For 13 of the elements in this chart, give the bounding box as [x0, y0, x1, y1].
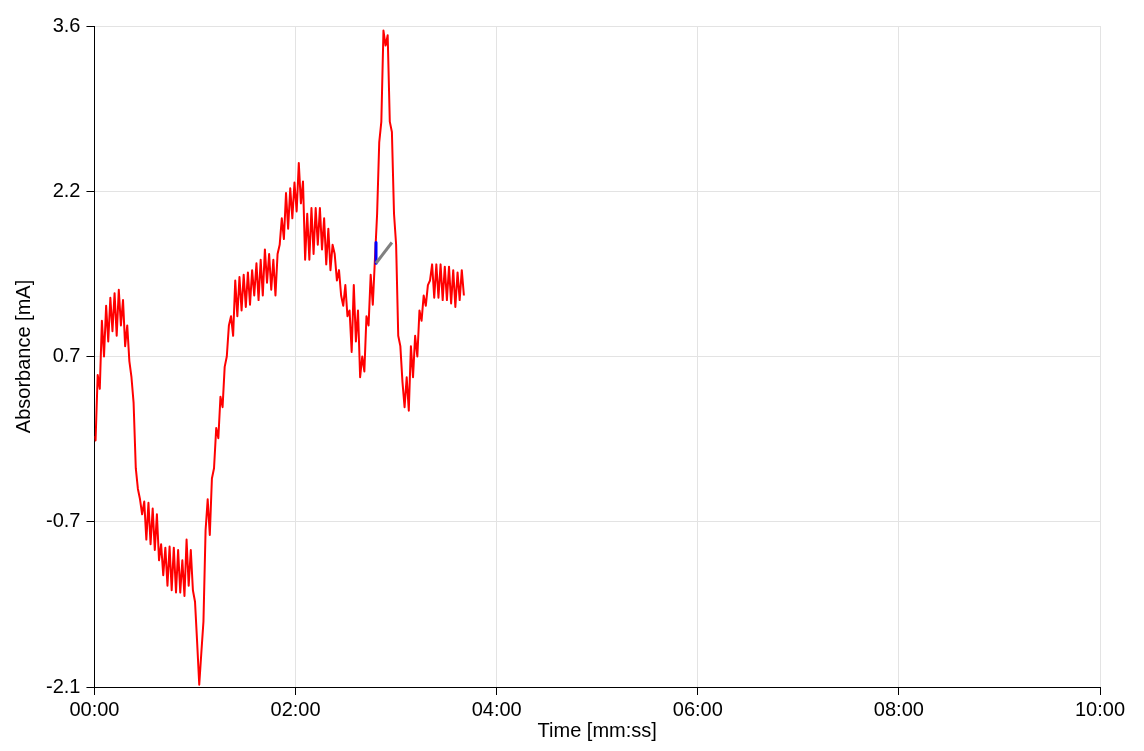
y-tick-label: -2.1 [45, 674, 81, 697]
y-tick-label: 3.6 [52, 13, 81, 36]
x-tick-label: 00:00 [69, 697, 120, 720]
x-axis-title: Time [mm:ss] [537, 718, 657, 741]
x-tick-label: 02:00 [270, 697, 321, 720]
x-tick-label: 10:00 [1074, 697, 1126, 720]
x-tick-label: 06:00 [672, 697, 723, 720]
y-axis-title: Absorbance [mA] [11, 279, 34, 434]
x-tick-label: 08:00 [873, 697, 924, 720]
y-tick-label: -0.7 [45, 509, 81, 532]
y-tick-label: 2.2 [52, 178, 81, 201]
x-tick-label: 04:00 [471, 697, 522, 720]
y-tick-label: 0.7 [52, 344, 81, 367]
